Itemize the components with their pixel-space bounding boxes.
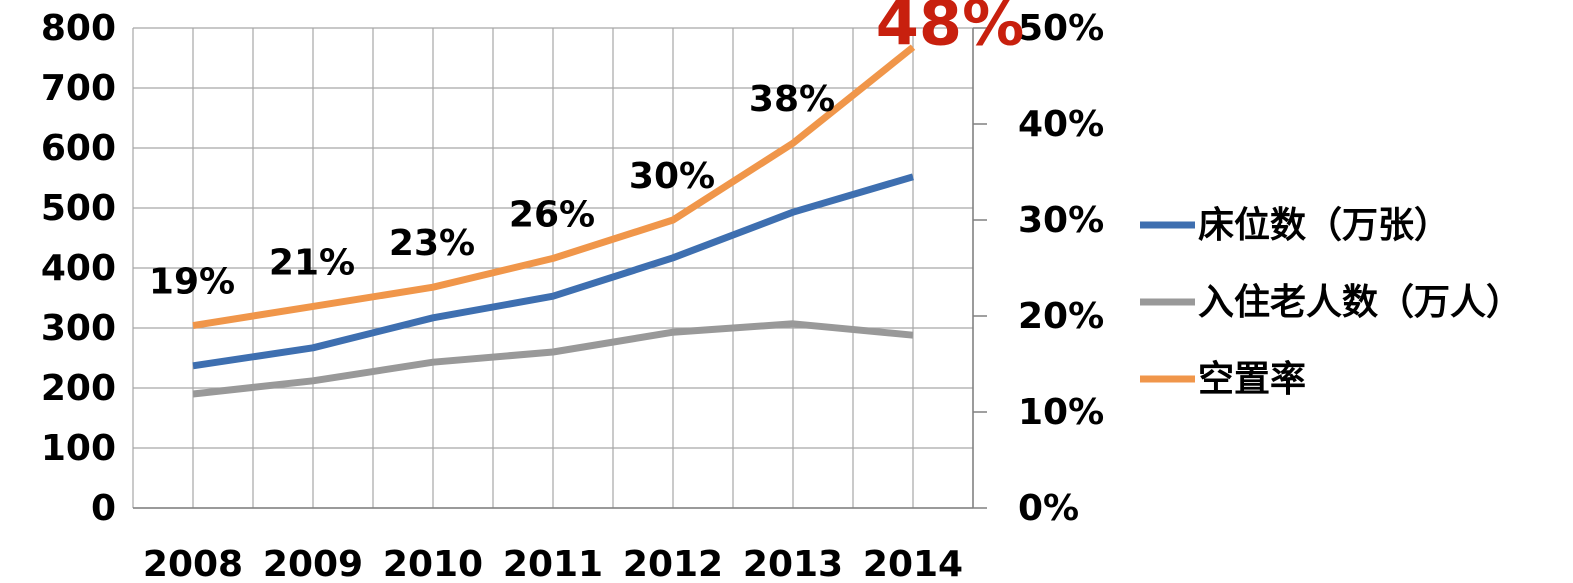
legend-label: 入住老人数（万人） [1198,282,1522,323]
data-label: 19% [149,262,235,303]
y-tick-label: 300 [41,308,116,349]
x-tick-label: 2010 [383,544,483,583]
legend-label: 空置率 [1198,359,1306,400]
y2-tick-label: 30% [1018,200,1104,241]
y2-tick-label: 40% [1018,104,1104,145]
y2-tick-label: 20% [1018,296,1104,337]
x-tick-label: 2009 [263,544,363,583]
legend-label: 床位数（万张） [1198,205,1450,246]
y-tick-label: 600 [41,128,116,169]
y-tick-label: 700 [41,68,116,109]
y-tick-label: 800 [41,8,116,49]
data-label: 26% [509,194,595,235]
y2-tick-label: 0% [1018,488,1079,529]
series-line [192,320,914,398]
y-tick-label: 200 [41,368,116,409]
x-tick-label: 2014 [863,544,963,583]
y2-tick-label: 50% [1018,8,1104,49]
data-label: 23% [389,223,475,264]
y-tick-label: 100 [41,428,116,469]
data-label: 21% [269,242,355,283]
x-tick-label: 2012 [623,544,723,583]
x-tick-label: 2011 [503,544,603,583]
y-tick-label: 0 [91,488,116,529]
y-tick-label: 400 [41,248,116,289]
x-tick-label: 2013 [743,544,843,583]
y-tick-label: 500 [41,188,116,229]
x-tick-label: 2008 [143,544,243,583]
data-label: 48% [876,0,1024,59]
data-label: 30% [629,156,715,197]
series-line [192,173,914,370]
series-line [192,44,916,330]
data-label: 38% [749,79,835,120]
y2-tick-label: 10% [1018,392,1104,433]
